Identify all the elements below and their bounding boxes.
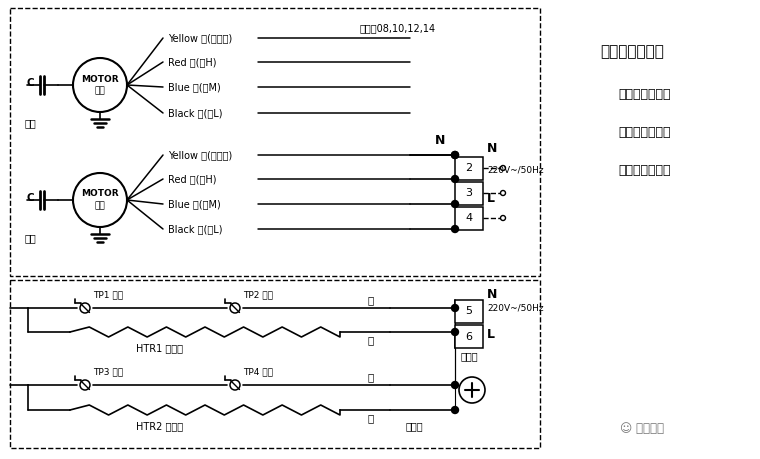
Text: Red 红(高H): Red 红(高H) xyxy=(168,57,217,67)
Text: N: N xyxy=(487,142,497,155)
Text: 黑: 黑 xyxy=(368,372,374,382)
Circle shape xyxy=(451,151,458,158)
Text: Black 黑(低L): Black 黑(低L) xyxy=(168,224,223,234)
Text: 棕: 棕 xyxy=(368,335,374,345)
Circle shape xyxy=(73,173,127,227)
Text: TP1 温保: TP1 温保 xyxy=(93,291,123,300)
Text: C: C xyxy=(26,78,33,88)
Circle shape xyxy=(451,304,458,312)
Text: 3: 3 xyxy=(465,188,473,198)
Text: ☺ 制冷百科: ☺ 制冷百科 xyxy=(620,421,664,435)
Text: 黄＋黑线＝低速: 黄＋黑线＝低速 xyxy=(618,164,670,178)
Text: Blue 蓝(中M): Blue 蓝(中M) xyxy=(168,199,220,209)
Text: 电机: 电机 xyxy=(95,86,106,95)
Circle shape xyxy=(451,225,458,233)
Text: 接线柱: 接线柱 xyxy=(461,351,478,361)
Circle shape xyxy=(80,303,90,313)
Text: Yellow 黄(公共线): Yellow 黄(公共线) xyxy=(168,33,233,43)
Circle shape xyxy=(451,175,458,183)
Text: 220V~/50Hz: 220V~/50Hz xyxy=(487,166,543,174)
Circle shape xyxy=(451,151,458,158)
Text: 电容: 电容 xyxy=(24,233,36,243)
Text: HTR1 电加热: HTR1 电加热 xyxy=(137,343,183,353)
Circle shape xyxy=(230,303,240,313)
Text: 选择项: 选择项 xyxy=(406,421,423,431)
Text: 6: 6 xyxy=(465,331,473,341)
Text: 电机转速控制：: 电机转速控制： xyxy=(600,45,664,60)
Circle shape xyxy=(451,329,458,336)
Text: 220V~/50Hz: 220V~/50Hz xyxy=(487,303,543,313)
Circle shape xyxy=(501,215,505,220)
Text: 黄＋红线＝高速: 黄＋红线＝高速 xyxy=(618,89,670,101)
Circle shape xyxy=(501,190,505,196)
Bar xyxy=(455,325,483,348)
Text: 5: 5 xyxy=(465,307,473,317)
Bar xyxy=(10,280,540,448)
Text: TP3 温保: TP3 温保 xyxy=(93,368,123,376)
Bar xyxy=(455,207,483,230)
Text: N: N xyxy=(487,287,497,301)
Circle shape xyxy=(80,380,90,390)
Text: Yellow 黄(公共线): Yellow 黄(公共线) xyxy=(168,150,233,160)
Text: 仅机型08,10,12,14: 仅机型08,10,12,14 xyxy=(360,23,436,33)
Text: TP4 温保: TP4 温保 xyxy=(243,368,273,376)
Text: 电容: 电容 xyxy=(24,118,36,128)
Text: MOTOR: MOTOR xyxy=(81,74,119,84)
Text: TP2 温保: TP2 温保 xyxy=(243,291,273,300)
Bar xyxy=(10,8,540,276)
Bar xyxy=(455,181,483,205)
Text: N: N xyxy=(435,134,445,147)
Circle shape xyxy=(451,381,458,388)
Text: 棕: 棕 xyxy=(368,413,374,423)
Text: C: C xyxy=(26,193,33,203)
Text: L: L xyxy=(487,192,495,206)
Text: 黄＋蓝线＝中速: 黄＋蓝线＝中速 xyxy=(618,127,670,140)
Text: Red 红(高H): Red 红(高H) xyxy=(168,174,217,184)
Bar xyxy=(455,157,483,179)
Circle shape xyxy=(459,377,485,403)
Text: MOTOR: MOTOR xyxy=(81,190,119,198)
Text: Blue 蓝(中M): Blue 蓝(中M) xyxy=(168,82,220,92)
Circle shape xyxy=(230,380,240,390)
Text: 2: 2 xyxy=(465,163,473,173)
Text: 电机: 电机 xyxy=(95,202,106,211)
Circle shape xyxy=(501,166,505,170)
Circle shape xyxy=(73,58,127,112)
Text: 4: 4 xyxy=(465,213,473,223)
Text: L: L xyxy=(487,329,495,341)
Text: HTR2 电加热: HTR2 电加热 xyxy=(137,421,184,431)
Text: Black 黑(低L): Black 黑(低L) xyxy=(168,108,223,118)
Bar xyxy=(455,300,483,323)
Circle shape xyxy=(451,407,458,414)
Text: 黑: 黑 xyxy=(368,295,374,305)
Circle shape xyxy=(451,201,458,207)
